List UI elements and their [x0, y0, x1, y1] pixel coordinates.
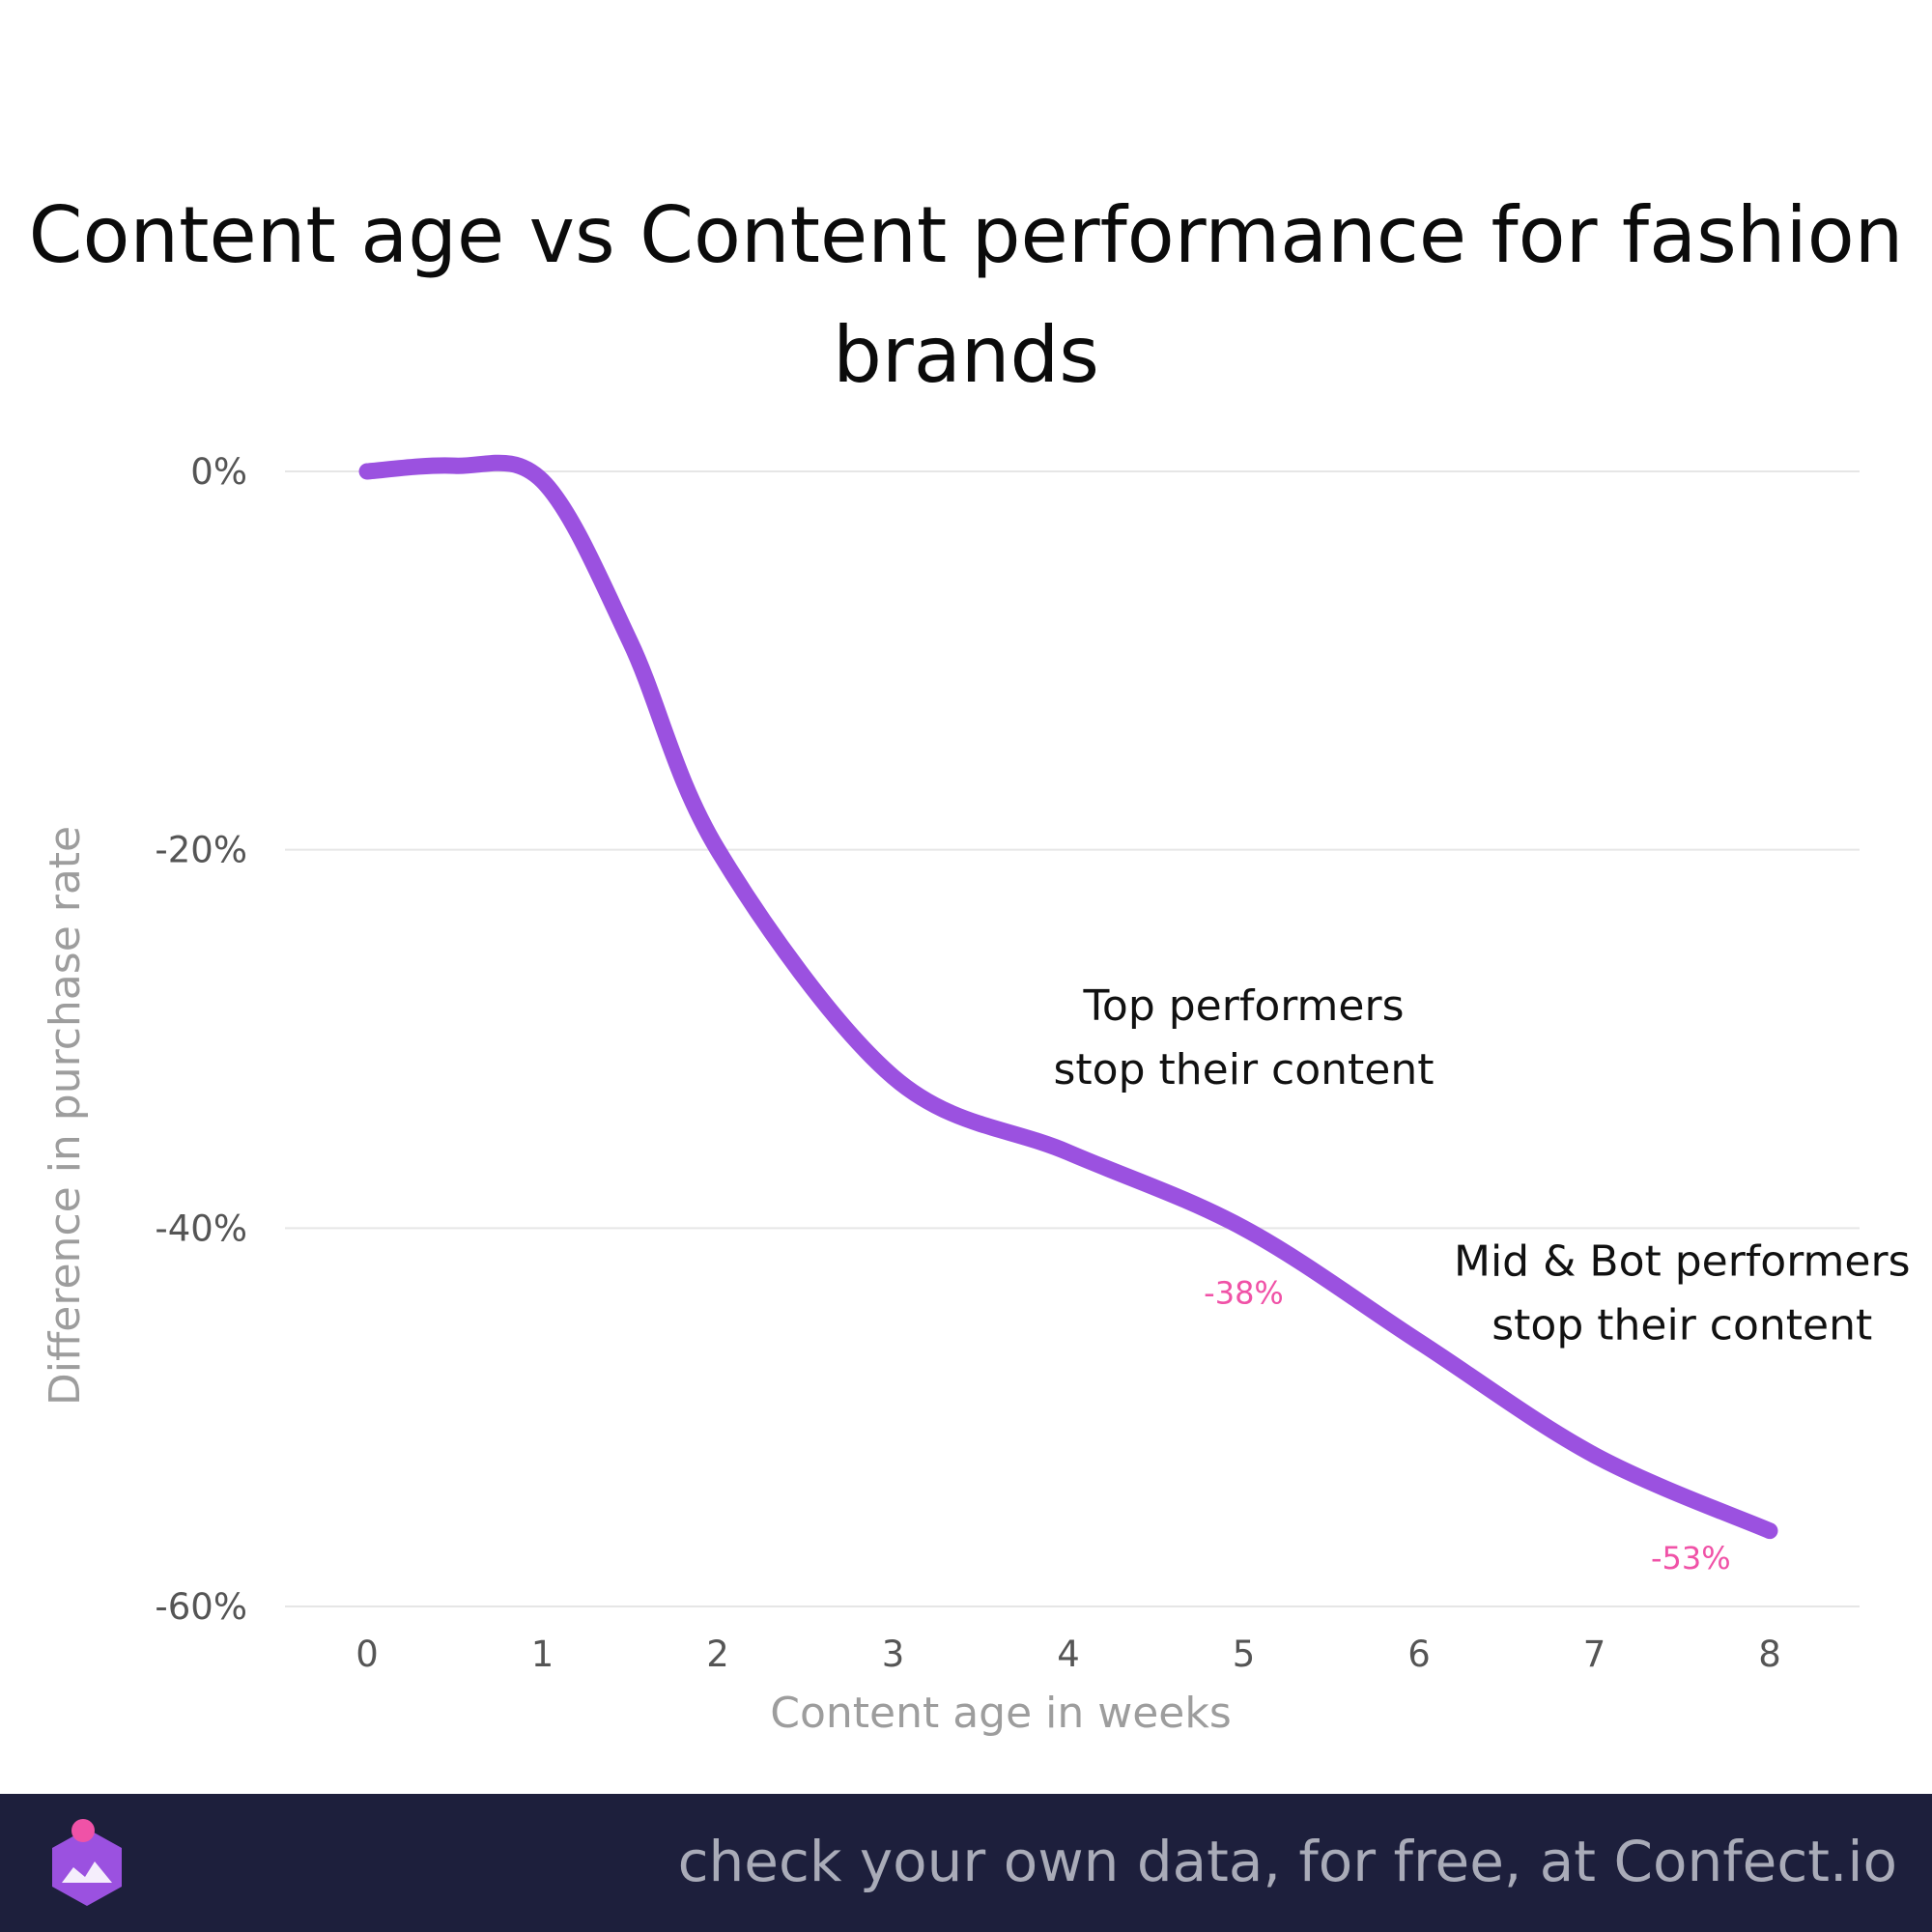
x-tick-label: 8 — [1758, 1634, 1781, 1675]
confect-logo-icon[interactable] — [39, 1815, 135, 1912]
chart-title: Content age vs Content performance for f… — [28, 190, 1904, 400]
annotation-line: stop their content — [1492, 1300, 1872, 1350]
x-axis-ticks: 0 1 2 3 4 5 6 7 8 — [355, 1634, 1781, 1675]
y-tick-label: 0% — [190, 451, 247, 493]
annotation-text: Mid & Bot performers stop their content — [1454, 1236, 1911, 1350]
x-tick-label: 6 — [1407, 1634, 1431, 1675]
value-labels: -38% -53% — [1204, 1275, 1730, 1577]
footer-bar: check your own data, for free, at Confec… — [0, 1794, 1932, 1932]
y-tick-label: -40% — [155, 1208, 247, 1249]
x-tick-label: 0 — [355, 1634, 379, 1675]
footer-cta-text[interactable]: check your own data, for free, at Confec… — [677, 1829, 1897, 1894]
y-axis-ticks: 0% -20% -40% -60% — [155, 451, 247, 1628]
series-line — [358, 454, 1778, 1540]
line-chart: 0% -20% -40% -60% 0 1 2 3 4 5 6 7 8 Content age in … — [41, 451, 1911, 1738]
annotation-line: Top performers — [1083, 981, 1405, 1031]
annotation-line: Mid & Bot performers — [1454, 1236, 1911, 1286]
data-value-label: -53% — [1651, 1540, 1731, 1577]
annotation-line: stop their content — [1054, 1045, 1435, 1094]
y-tick-label: -20% — [155, 830, 247, 871]
x-tick-label: 7 — [1583, 1634, 1606, 1675]
x-tick-label: 1 — [531, 1634, 554, 1675]
gridlines — [285, 470, 1860, 1607]
x-tick-label: 2 — [706, 1634, 729, 1675]
y-axis-title: Difference in purchase rate — [41, 826, 90, 1406]
x-tick-label: 5 — [1233, 1634, 1256, 1675]
x-tick-label: 4 — [1057, 1634, 1080, 1675]
data-value-label: -38% — [1204, 1275, 1284, 1312]
y-tick-label: -60% — [155, 1586, 247, 1628]
x-tick-label: 3 — [882, 1634, 905, 1675]
series-layer — [358, 454, 1778, 1540]
annotation-text: Top performers stop their content — [1054, 981, 1435, 1094]
x-axis-title: Content age in weeks — [770, 1689, 1232, 1738]
